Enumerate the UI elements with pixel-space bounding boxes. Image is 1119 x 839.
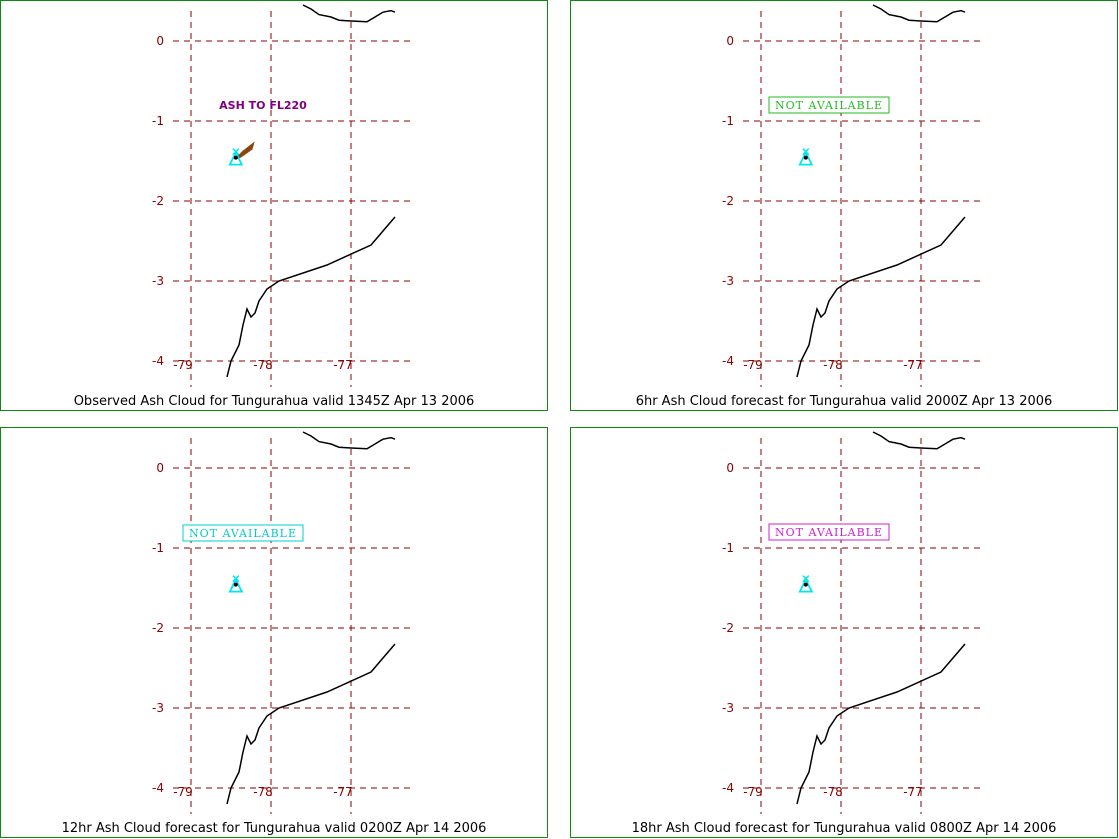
volcano-plume-mark (232, 148, 240, 156)
longitude-tick-label: -78 (253, 358, 273, 372)
latitude-tick-label: -4 (152, 354, 164, 368)
northern-border (872, 4, 966, 23)
longitude-tick-label: -77 (333, 358, 353, 372)
volcano-triangle (228, 577, 244, 593)
latitude-tick-label: -3 (152, 701, 164, 715)
longitude-tick-label: -79 (743, 358, 763, 372)
longitude-tick-label: -78 (823, 358, 843, 372)
volcano-triangle (228, 150, 244, 166)
volcano-dot (233, 155, 238, 160)
not-available-label: NOT AVAILABLE (775, 526, 883, 539)
volcano-triangle (798, 150, 814, 166)
not-available-box (768, 96, 890, 114)
panel-title: 18hr Ash Cloud forecast for Tungurahua v… (631, 821, 1057, 836)
latitude-tick-label: -2 (152, 194, 164, 208)
volcano-triangle (798, 577, 814, 593)
latitude-tick-label: -3 (722, 274, 734, 288)
latitude-tick-label: 0 (726, 461, 734, 475)
latitude-tick-label: 0 (156, 34, 164, 48)
volcano-icon (798, 148, 814, 166)
latitude-tick-label: -4 (722, 781, 734, 795)
latitude-tick-label: -1 (152, 541, 164, 555)
latitude-tick-label: -1 (722, 541, 734, 555)
longitude-tick-label: -78 (253, 785, 273, 799)
panel-title: Observed Ash Cloud for Tungurahua valid … (73, 394, 475, 409)
volcano-dot (233, 582, 238, 587)
map-panel-12hr-forecast: 0 -1 -2 -3 -4 -79 -78 -77 NOT AVAILABLE 12hr Ash… (0, 427, 548, 838)
coastline (796, 216, 966, 378)
latitude-tick-label: -1 (722, 114, 734, 128)
map-canvas: 0 -1 -2 -3 -4 -79 -78 -77 NOT AVAILABLE (152, 431, 415, 814)
not-available-label: NOT AVAILABLE (775, 99, 883, 112)
not-available-label: NOT AVAILABLE (189, 527, 297, 540)
coastline (796, 643, 966, 805)
map-canvas: 0 -1 -2 -3 -4 -79 -78 -77 ASH TO FL220 (152, 4, 415, 387)
not-available-box (182, 524, 304, 542)
latitude-tick-label: 0 (156, 461, 164, 475)
map-panel-observed: 0 -1 -2 -3 -4 -79 -78 -77 ASH TO FL220 Observed … (0, 0, 548, 411)
latitude-tick-label: -3 (152, 274, 164, 288)
volcano-icon (798, 575, 814, 593)
longitude-tick-label: -79 (743, 785, 763, 799)
not-available-box (768, 523, 890, 541)
volcano-dot (803, 582, 808, 587)
northern-border (302, 431, 396, 450)
map-panel-6hr-forecast: 0 -1 -2 -3 -4 -79 -78 -77 NOT AVAILABLE 6hr Ash … (570, 0, 1118, 411)
latitude-tick-label: -2 (722, 621, 734, 635)
ash-height-label: ASH TO FL220 (219, 99, 307, 112)
longitude-tick-label: -79 (173, 358, 193, 372)
coastline (226, 643, 396, 805)
latitude-tick-label: -4 (152, 781, 164, 795)
longitude-tick-label: -77 (903, 358, 923, 372)
panel-title: 12hr Ash Cloud forecast for Tungurahua v… (61, 821, 487, 836)
volcano-icon (228, 148, 244, 166)
volcano-plume-mark (232, 575, 240, 583)
volcano-dot (803, 155, 808, 160)
longitude-tick-label: -78 (823, 785, 843, 799)
longitude-tick-label: -77 (903, 785, 923, 799)
panel-title: 6hr Ash Cloud forecast for Tungurahua va… (635, 394, 1053, 409)
latitude-tick-label: 0 (726, 34, 734, 48)
map-panel-18hr-forecast: 0 -1 -2 -3 -4 -79 -78 -77 NOT AVAILABLE 18hr Ash… (570, 427, 1118, 838)
latitude-tick-label: -1 (152, 114, 164, 128)
ash-cloud (235, 141, 255, 160)
volcano-plume-mark (802, 575, 810, 583)
map-canvas: 0 -1 -2 -3 -4 -79 -78 -77 NOT AVAILABLE (722, 431, 985, 814)
coastline (226, 216, 396, 378)
northern-border (302, 4, 396, 23)
volcano-icon (228, 575, 244, 593)
longitude-tick-label: -79 (173, 785, 193, 799)
latitude-tick-label: -2 (152, 621, 164, 635)
longitude-tick-label: -77 (333, 785, 353, 799)
northern-border (872, 431, 966, 450)
map-canvas: 0 -1 -2 -3 -4 -79 -78 -77 NOT AVAILABLE (722, 4, 985, 387)
latitude-tick-label: -3 (722, 701, 734, 715)
latitude-tick-label: -2 (722, 194, 734, 208)
volcano-plume-mark (802, 148, 810, 156)
latitude-tick-label: -4 (722, 354, 734, 368)
